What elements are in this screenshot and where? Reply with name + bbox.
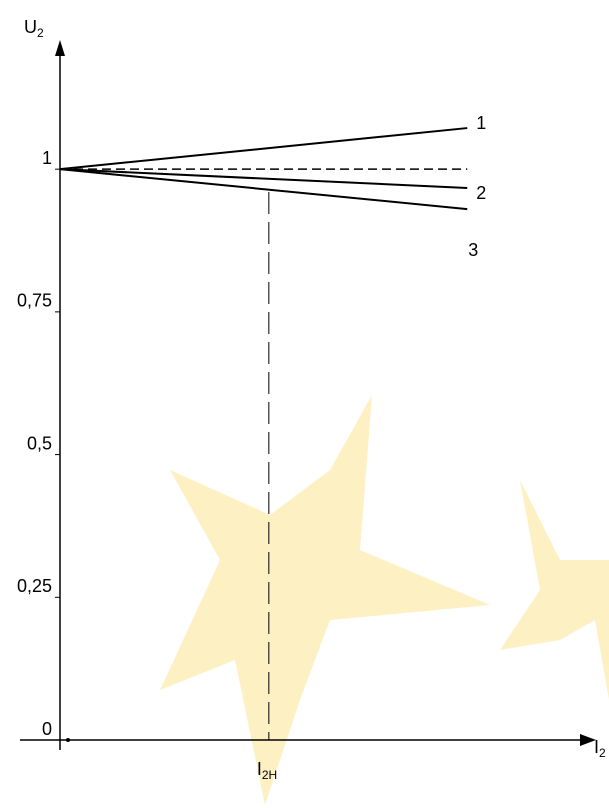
- series-label: 3: [468, 240, 478, 260]
- y-tick-label: 1: [42, 148, 52, 168]
- watermark: [160, 395, 609, 805]
- origin-dot: [66, 738, 70, 742]
- series-label: 2: [476, 183, 486, 203]
- y-tick-label: 0: [42, 719, 52, 739]
- y-tick-label: 0,75: [17, 291, 52, 311]
- y-axis-label-main: U: [24, 17, 37, 37]
- y-axis-label-sub: 2: [37, 26, 44, 40]
- y-tick-label: 0,25: [17, 576, 52, 596]
- x-tick-label-sub: 2H: [262, 768, 277, 782]
- series-line: [60, 128, 467, 169]
- series-line: [60, 169, 467, 209]
- x-axis-label-sub: 2: [599, 746, 606, 760]
- star-watermark: [500, 480, 609, 700]
- y-axis-arrow: [55, 40, 65, 56]
- star-watermark: [160, 395, 490, 805]
- page: {"chart_data": {"type": "line", "y_label…: [0, 0, 609, 808]
- series-line: [60, 169, 467, 188]
- y-axis-label: U2: [24, 17, 44, 40]
- series-label: 1: [476, 113, 486, 133]
- chart: U2I200,250,50,751I2H123: [0, 0, 609, 808]
- y-tick-label: 0,5: [27, 433, 52, 453]
- x-axis-label: I2: [594, 737, 606, 760]
